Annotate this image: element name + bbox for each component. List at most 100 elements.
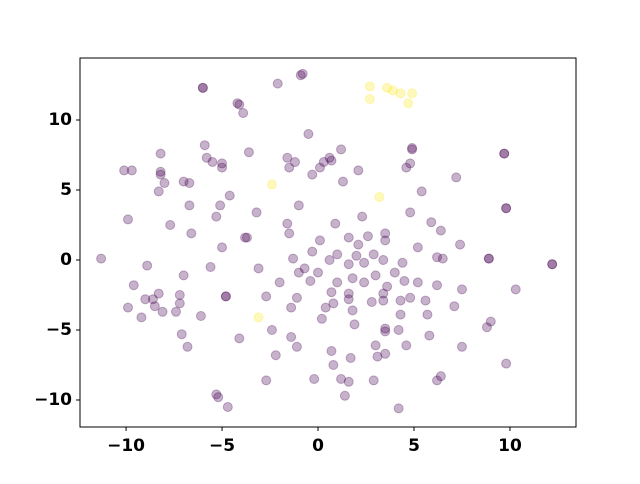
point [395,309,406,320]
point [241,232,252,243]
point [220,291,231,302]
point [207,157,218,168]
point [395,295,406,306]
point [261,291,272,302]
point [128,280,139,291]
point [485,316,496,327]
point [286,302,297,313]
point [349,319,360,330]
x-tick-label: 5 [408,436,420,456]
point [215,200,226,211]
point [351,250,362,261]
point [149,301,160,312]
x-tick-label: 10 [498,436,522,456]
point [456,341,467,352]
point [303,129,314,140]
y-tick-label: −10 [34,390,72,410]
point [368,249,379,260]
point [426,217,437,228]
point [389,267,400,278]
point [337,176,348,187]
point [432,252,443,263]
point [142,260,153,271]
point [380,235,391,246]
point [370,340,381,351]
point [159,178,170,189]
point [499,148,510,159]
point [481,322,492,333]
point [195,310,206,321]
point [213,392,224,403]
point [403,98,414,109]
point [217,158,228,169]
point [155,166,166,177]
point [234,99,245,110]
point [510,284,521,295]
point [343,294,354,305]
point [332,249,343,260]
point [393,403,404,414]
point [122,214,133,225]
point [174,298,185,309]
point [232,98,243,109]
point [284,162,295,173]
point [407,144,418,155]
point [330,218,341,229]
y-tick-label: 10 [48,110,72,130]
point [380,326,391,337]
point [405,292,416,303]
point [282,152,293,163]
point [395,88,406,99]
point [357,211,368,222]
point [211,211,222,222]
point [217,242,228,253]
point [483,253,494,264]
point [370,270,381,281]
point [364,81,375,92]
point [153,186,164,197]
point [353,165,364,176]
point [397,257,408,268]
point [483,253,494,264]
point [119,165,130,176]
point [336,373,347,384]
point [284,228,295,239]
point [343,232,354,243]
point [374,192,385,203]
point [126,165,137,176]
point [393,324,404,335]
point [165,220,176,231]
point [293,267,304,278]
point [211,389,222,400]
point [201,152,212,163]
point [345,352,356,363]
point [326,345,337,356]
point [291,292,302,303]
point [456,284,467,295]
point [399,275,410,286]
point [147,294,158,305]
point [153,288,164,299]
point [140,294,151,305]
point [359,277,370,288]
point [324,254,335,265]
point [380,228,391,239]
point [412,242,423,253]
point [282,218,293,229]
x-tick-label: −5 [209,436,235,456]
point [305,275,316,286]
point [274,277,285,288]
point [122,302,133,313]
point [316,313,327,324]
point [314,235,325,246]
point [407,143,418,154]
point [432,280,443,291]
point [266,179,277,190]
point [435,225,446,236]
point [380,348,391,359]
point [451,172,462,183]
point [178,176,189,187]
point [220,291,231,302]
point [339,390,350,401]
point [240,232,251,243]
